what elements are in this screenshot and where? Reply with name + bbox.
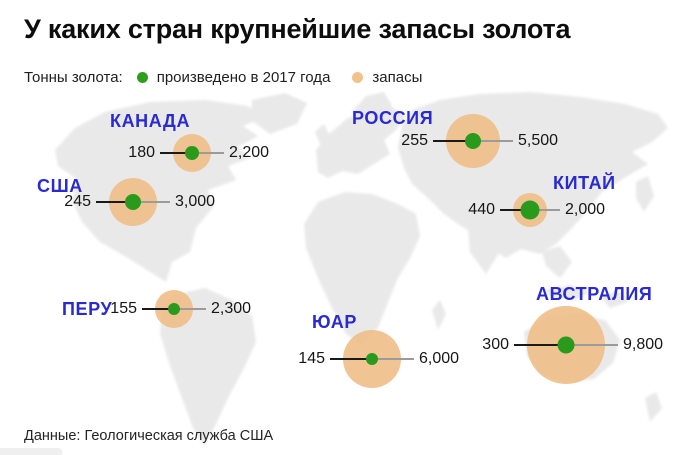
produced-dot bbox=[185, 146, 199, 160]
reserves-value: 2,200 bbox=[229, 144, 270, 161]
reserves-value: 9,800 bbox=[623, 336, 664, 353]
bottom-corner-strip bbox=[0, 448, 62, 455]
produced-value: 300 bbox=[482, 336, 509, 353]
produced-value: 155 bbox=[110, 300, 137, 317]
callout-line-left bbox=[142, 308, 174, 310]
reserves-value: 2,300 bbox=[211, 300, 252, 317]
callout-line-right bbox=[174, 308, 206, 310]
country-label: РОССИЯ bbox=[352, 108, 434, 128]
source-note: Данные: Геологическая служба США bbox=[24, 428, 274, 444]
callout-line-left bbox=[433, 140, 473, 142]
reserves-value: 6,000 bbox=[419, 350, 460, 367]
legend: Тонны золота: произведено в 2017 года за… bbox=[24, 67, 422, 87]
produced-value: 255 bbox=[401, 132, 428, 149]
callout-line-left bbox=[514, 344, 566, 346]
callout-line-right bbox=[530, 209, 560, 211]
produced-dot bbox=[465, 133, 481, 149]
country-label: ПЕРУ bbox=[62, 299, 113, 319]
callout-line-left bbox=[96, 201, 133, 203]
produced-value: 145 bbox=[298, 350, 325, 367]
legend-label: Тонны золота: bbox=[24, 68, 123, 86]
produced-dot bbox=[557, 336, 575, 354]
page-title: У каких стран крупнейшие запасы золота bbox=[24, 14, 571, 44]
produced-legend-dot-icon bbox=[136, 71, 148, 83]
callout-line-right bbox=[192, 152, 224, 154]
produced-dot bbox=[366, 353, 378, 365]
country-label: АВСТРАЛИЯ bbox=[536, 284, 653, 304]
produced-value: 440 bbox=[468, 201, 495, 218]
produced-value: 245 bbox=[64, 193, 91, 210]
legend-reserves-label: запасы bbox=[372, 68, 423, 86]
callout-line-right bbox=[566, 344, 618, 346]
country-label: КАНАДА bbox=[110, 111, 191, 131]
produced-value: 180 bbox=[128, 144, 155, 161]
country-label: КИТАЙ bbox=[553, 173, 616, 193]
callout-line-right bbox=[372, 358, 414, 360]
country-label: США bbox=[37, 176, 83, 196]
country-label: ЮАР bbox=[312, 312, 357, 332]
produced-dot bbox=[520, 200, 540, 220]
reserves-value: 2,000 bbox=[565, 201, 606, 218]
produced-dot bbox=[125, 194, 141, 210]
reserves-legend-dot-icon bbox=[352, 71, 364, 83]
reserves-value: 3,000 bbox=[175, 193, 216, 210]
callout-line-left bbox=[330, 358, 372, 360]
callout-line-right bbox=[473, 140, 513, 142]
callout-line-right bbox=[133, 201, 170, 203]
legend-produced-label: произведено в 2017 года bbox=[156, 68, 331, 86]
callout-line-left bbox=[500, 209, 530, 211]
produced-dot bbox=[168, 303, 180, 315]
reserves-value: 5,500 bbox=[518, 132, 559, 149]
callout-line-left bbox=[160, 152, 192, 154]
